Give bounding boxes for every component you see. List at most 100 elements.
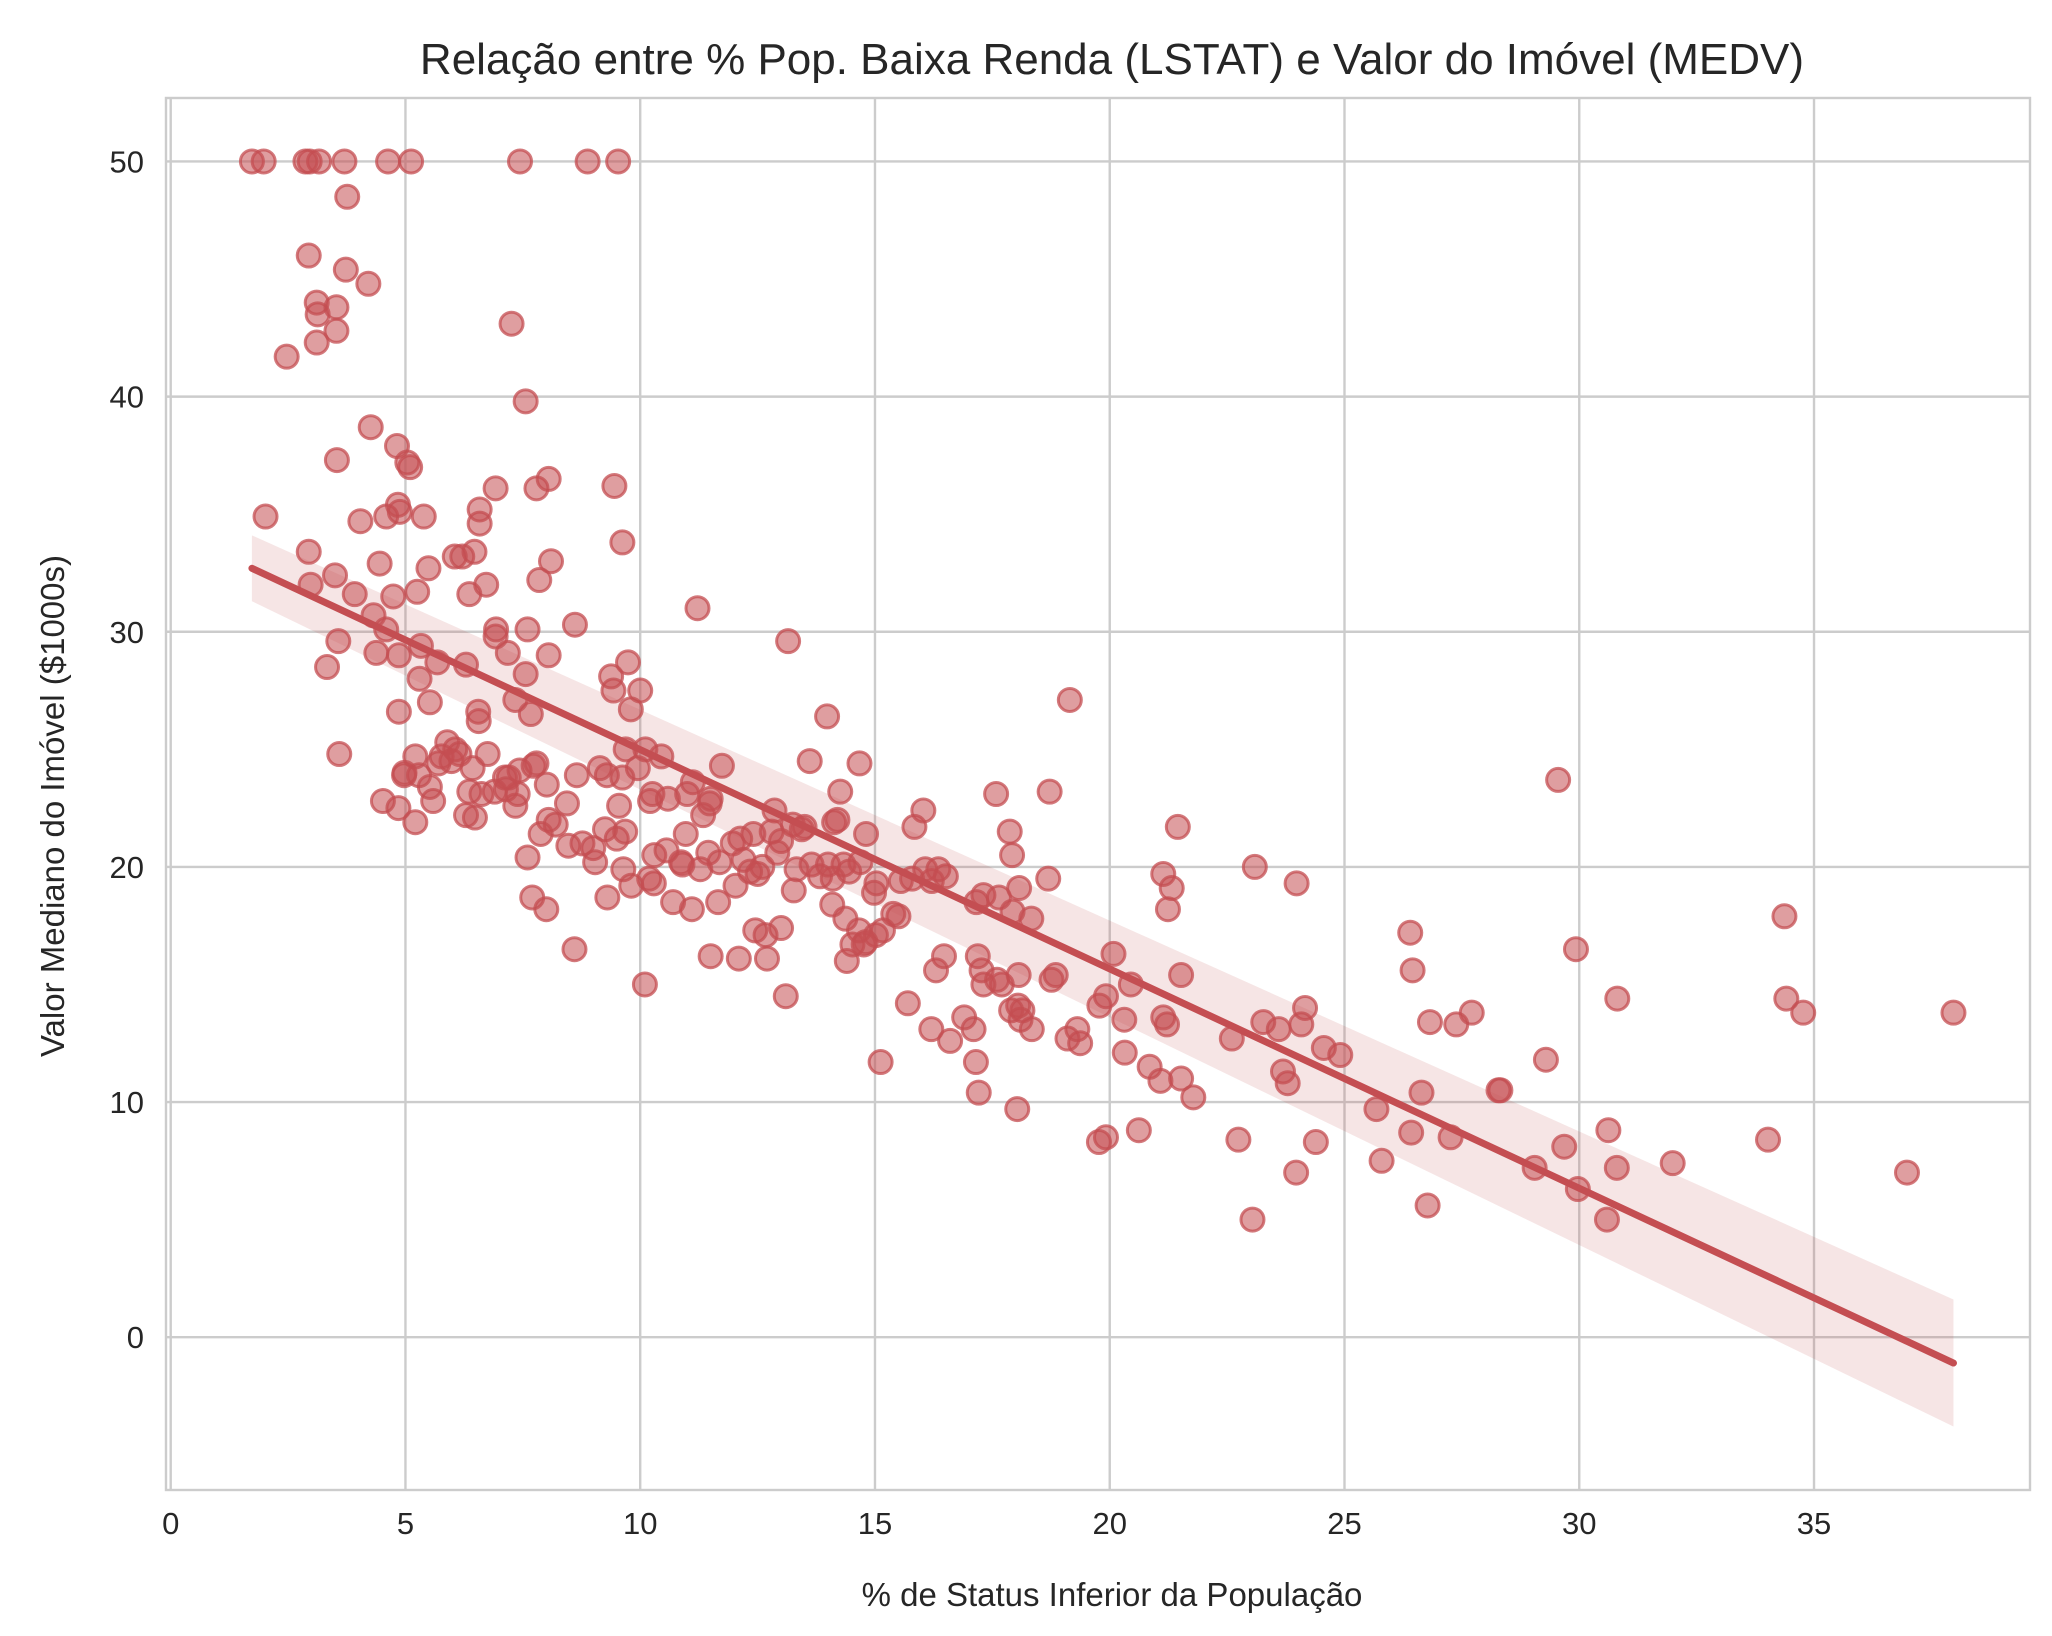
data-point (494, 639, 521, 666)
data-point (428, 743, 455, 770)
data-point (605, 148, 632, 175)
x-tick-label: 5 (397, 1506, 414, 1541)
data-point (355, 270, 382, 297)
data-point (983, 781, 1010, 807)
data-point (850, 931, 877, 958)
data-point (506, 757, 533, 784)
data-point (1154, 896, 1181, 923)
data-point (415, 555, 442, 582)
y-tick-label: 0 (127, 1320, 144, 1355)
data-point (517, 701, 544, 728)
data-point (753, 945, 780, 972)
data-point (466, 510, 493, 537)
data-point (1004, 1096, 1031, 1123)
data-point (615, 649, 642, 676)
data-point (507, 148, 534, 175)
data-point (1414, 1192, 1441, 1219)
x-tick-label: 10 (623, 1506, 657, 1541)
data-point (526, 567, 553, 594)
data-point (380, 583, 407, 610)
data-point (824, 806, 851, 833)
data-point (1771, 903, 1798, 930)
data-point (303, 329, 330, 356)
data-point (533, 896, 560, 923)
data-point (923, 957, 950, 984)
data-point (962, 1049, 989, 1076)
data-point (398, 148, 425, 175)
data-point (535, 642, 562, 669)
data-point (461, 804, 488, 831)
data-point (366, 550, 393, 577)
data-point (1773, 985, 1800, 1012)
data-point (331, 148, 358, 175)
data-point (1239, 1206, 1266, 1233)
data-point (1042, 962, 1069, 989)
data-point (861, 879, 888, 906)
data-point (695, 839, 722, 866)
data-point (1283, 870, 1310, 897)
data-point (323, 294, 350, 321)
data-point (580, 835, 607, 862)
data-point (1416, 1009, 1443, 1036)
data-point (609, 529, 636, 556)
data-point (416, 689, 443, 716)
data-point (894, 990, 921, 1017)
data-point (725, 945, 752, 972)
data-point (498, 310, 525, 337)
data-point (420, 788, 447, 815)
data-point (758, 818, 785, 845)
data-point (1225, 1126, 1252, 1153)
x-tick-label: 15 (858, 1506, 892, 1541)
y-tick-labels: 0 10 20 30 40 50 (110, 144, 144, 1355)
data-point (334, 183, 361, 210)
data-point (322, 562, 349, 589)
data-point (561, 936, 588, 963)
data-point (807, 863, 834, 890)
data-point (561, 611, 588, 638)
data-point (1164, 813, 1191, 840)
data-point (606, 792, 633, 819)
data-point (640, 870, 667, 897)
x-tick-label: 0 (162, 1506, 179, 1541)
data-point (853, 820, 880, 847)
x-axis-label: % de Status Inferior da População (862, 1576, 1363, 1613)
data-point (867, 1049, 894, 1076)
data-point (1595, 1117, 1622, 1144)
data-point (323, 447, 350, 474)
data-point (601, 472, 628, 499)
grid (166, 98, 2030, 1490)
data-point (631, 971, 658, 998)
data-point (482, 475, 509, 502)
data-point (385, 642, 412, 669)
x-tick-label: 30 (1562, 1506, 1596, 1541)
data-point (1265, 1016, 1292, 1043)
data-point (705, 889, 732, 916)
data-point (523, 475, 550, 502)
data-point (1408, 1079, 1435, 1106)
confidence-band (251, 535, 1954, 1427)
data-point (772, 983, 799, 1010)
data-point (295, 538, 322, 565)
data-point (999, 842, 1026, 869)
data-point (461, 538, 488, 565)
data-point (512, 661, 539, 688)
data-point (1363, 1096, 1390, 1123)
data-point (846, 750, 873, 777)
data-point (1180, 1084, 1207, 1111)
data-point (1158, 875, 1185, 902)
data-point (574, 148, 601, 175)
data-point (502, 792, 529, 819)
data-point (1397, 919, 1424, 946)
plot-frame (164, 96, 2032, 1492)
data-point (273, 343, 300, 370)
data-point (594, 884, 621, 911)
fit-line (248, 564, 1957, 1367)
y-tick-label: 30 (110, 615, 144, 650)
data-point (385, 795, 412, 822)
data-point (697, 943, 724, 970)
data-point (1092, 983, 1119, 1010)
data-point (314, 654, 341, 681)
data-point (347, 508, 374, 535)
y-tick-label: 20 (110, 850, 144, 885)
data-point (937, 1027, 964, 1054)
